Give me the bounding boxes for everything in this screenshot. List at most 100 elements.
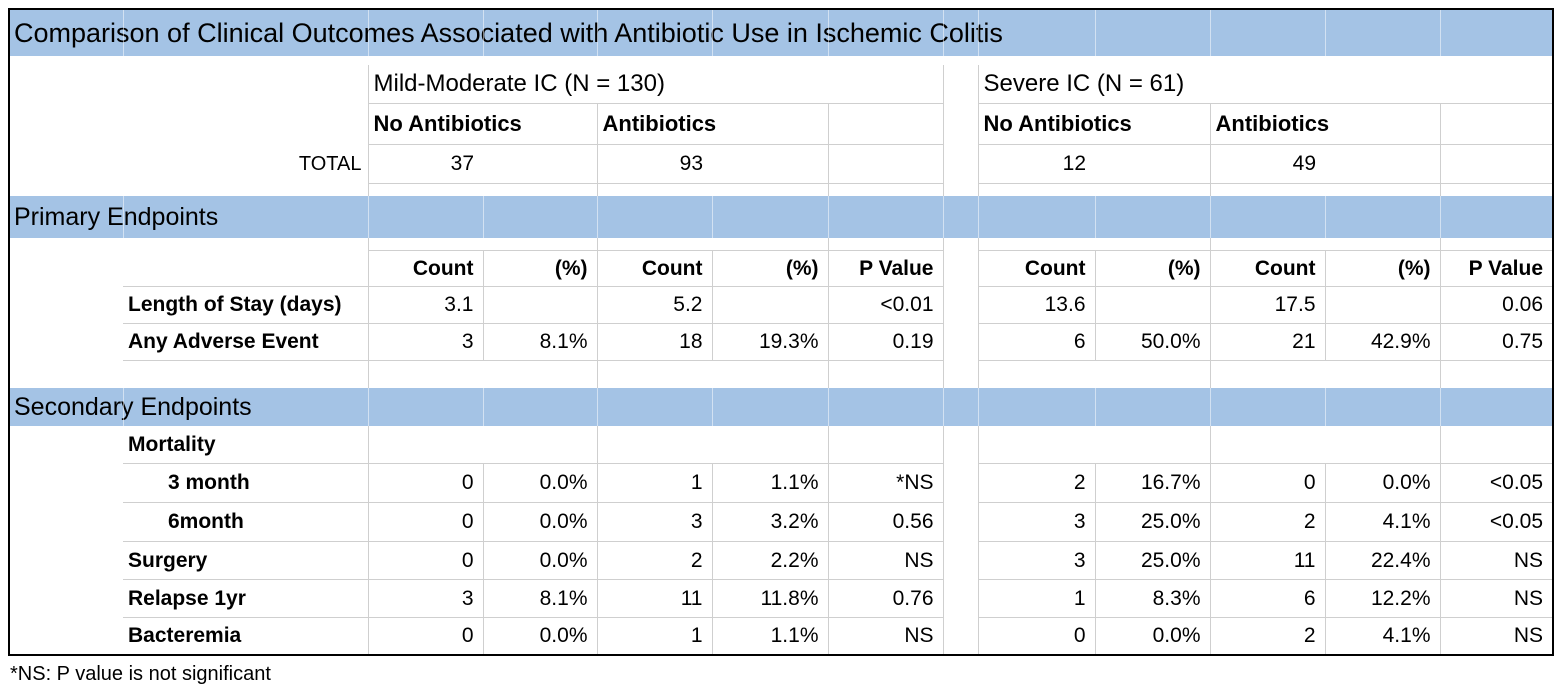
empty-cell [10, 324, 123, 361]
empty-cell [827, 144, 943, 184]
count-cell: 11 [1209, 541, 1325, 580]
total-value-cell: 49 [1209, 144, 1325, 184]
pct-cell: 1.1% [711, 617, 828, 654]
pct-cell: 12.2% [1324, 579, 1440, 618]
column-header-pct: (%) [482, 250, 597, 287]
pvalue-cell: 0.19 [827, 323, 943, 361]
pvalue-cell [1439, 426, 1553, 464]
empty-cell [123, 361, 368, 389]
empty-cell [712, 238, 828, 251]
row-label: Mortality [123, 426, 368, 464]
pct-cell: 0.0% [482, 502, 597, 542]
pct-cell: 4.1% [1324, 502, 1440, 542]
row-label: Bacteremia [128, 624, 242, 647]
count-cell: 6 [978, 323, 1095, 361]
count-cell [596, 426, 712, 464]
column-header-pvalue: P Value [827, 250, 943, 287]
pct-cell: 19.3% [711, 323, 828, 361]
count-cell: 1 [596, 463, 712, 503]
pct-cell: 25.0% [1094, 502, 1210, 542]
column-header-pct: (%) [1094, 250, 1210, 287]
count-cell: 2 [978, 463, 1095, 503]
empty-cell [596, 360, 712, 388]
empty-cell [1095, 361, 1210, 389]
subheader-severe-antibiotics: Antibiotics [1209, 103, 1440, 145]
count-cell: 3 [978, 541, 1095, 580]
empty-cell [1095, 144, 1210, 184]
pvalue-cell: *NS [827, 463, 943, 503]
spacer-cell [942, 323, 979, 361]
pvalue-cell: <0.05 [1439, 463, 1553, 503]
pct-cell: 0.0% [1324, 463, 1440, 503]
spacer-cell [942, 286, 979, 324]
empty-cell [10, 251, 123, 287]
row-label: Any Adverse Event [123, 323, 368, 361]
count-cell: 3 [367, 579, 483, 618]
empty-cell [978, 184, 1095, 197]
spacer-cell [942, 238, 979, 251]
pvalue-cell: 0.56 [827, 502, 943, 542]
count-cell: 0 [367, 617, 483, 654]
empty-cell [1209, 238, 1325, 251]
count-cell: 18 [596, 323, 712, 361]
empty-cell [1439, 183, 1553, 196]
column-header-count: Count [978, 250, 1095, 287]
column-header-count: Count [1209, 250, 1325, 287]
count-cell: 0 [367, 502, 483, 542]
empty-cell [596, 183, 712, 196]
row-label: Relapse 1yr [123, 579, 368, 618]
empty-cell [1095, 238, 1210, 251]
subheader-severe-no-antibiotics: No Antibiotics [978, 103, 1210, 145]
pct-cell [1095, 426, 1210, 464]
row-label: 3 month [123, 463, 368, 503]
empty-cell [712, 144, 828, 184]
empty-cell [1325, 184, 1440, 197]
column-header-count: Count [367, 250, 483, 287]
count-cell: 13.6 [978, 286, 1095, 324]
empty-cell [367, 238, 483, 251]
empty-cell [483, 361, 597, 389]
count-cell: 2 [596, 541, 712, 580]
pct-cell: 8.1% [482, 579, 597, 618]
spacer-cell [942, 502, 979, 542]
pct-cell: 4.1% [1324, 617, 1440, 654]
count-cell [367, 426, 483, 464]
empty-cell [1095, 184, 1210, 197]
pct-cell: 0.0% [482, 541, 597, 580]
pvalue-cell: 0.75 [1439, 323, 1553, 361]
empty-cell [10, 618, 123, 655]
count-cell: 3 [978, 502, 1095, 542]
pct-cell: 2.2% [711, 541, 828, 580]
empty-cell [483, 238, 597, 251]
count-cell: 5.2 [596, 286, 712, 324]
empty-cell [10, 65, 123, 104]
empty-cell [1325, 238, 1440, 251]
empty-cell [10, 542, 123, 580]
empty-cell [10, 238, 123, 251]
group-header-mild-moderate: Mild-Moderate IC (N = 130) [367, 65, 943, 104]
empty-cell [483, 184, 597, 197]
pct-cell: 50.0% [1094, 323, 1210, 361]
count-cell: 2 [1209, 617, 1325, 654]
empty-cell [1325, 361, 1440, 389]
spacer-cell [942, 65, 979, 104]
column-header-pvalue: P Value [1439, 250, 1553, 287]
pct-cell [1324, 286, 1440, 324]
pct-cell: 42.9% [1324, 323, 1440, 361]
pct-cell [482, 286, 597, 324]
spacer-cell [942, 103, 979, 145]
count-cell: 0 [367, 541, 483, 580]
empty-cell [10, 503, 123, 542]
column-header-pct: (%) [711, 250, 828, 287]
row-label: Surgery [123, 541, 368, 580]
count-cell: 6 [1209, 579, 1325, 618]
empty-cell [367, 183, 483, 196]
empty-cell [827, 238, 943, 251]
empty-cell [123, 238, 368, 251]
empty-cell [712, 184, 828, 197]
total-value-cell: 93 [596, 144, 712, 184]
empty-cell [10, 145, 123, 184]
pct-cell: 8.1% [482, 323, 597, 361]
pct-cell [1325, 426, 1440, 464]
pvalue-cell: NS [1439, 541, 1553, 580]
